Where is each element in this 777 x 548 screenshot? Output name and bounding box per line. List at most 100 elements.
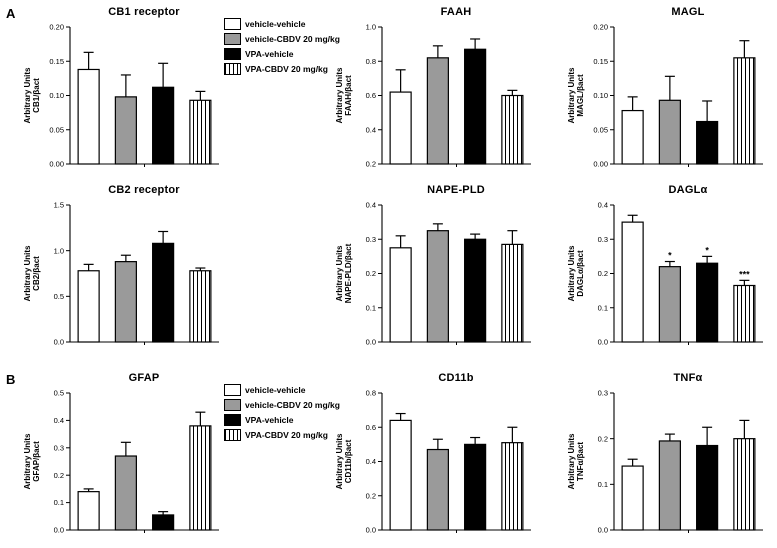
y-tick-label: 0.20 [49, 23, 64, 32]
bar-vehicle-vehicle [389, 91, 412, 165]
legend-label: VPA-vehicle [245, 415, 294, 425]
chart-plot: 0.0 0.5 1.0 1.5 Arbitrary UnitsCB2/βact [23, 201, 219, 347]
y-tick-label: 0.5 [54, 292, 64, 301]
y-tick-label: 0.4 [54, 416, 64, 425]
chart-plot: 0.0 0.1 0.2 0.3 0.4 Arbitrary UnitsDAGLα/βact… [567, 201, 763, 347]
y-tick-label: 0.0 [54, 338, 64, 347]
legend-swatch-black [224, 48, 241, 60]
y-axis-label: Arbitrary UnitsDAGLα/βact [568, 245, 585, 302]
legend-swatch-black [224, 414, 241, 426]
y-tick-label: 0.3 [598, 235, 608, 244]
y-tick-label: 0.2 [598, 269, 608, 278]
bar-vehicle-cbdv-20-mg-kg [658, 440, 681, 531]
legend-swatch-gray [224, 399, 241, 411]
bar-vpa-cbdv-20-mg-kg [501, 442, 524, 531]
chart-faah: FAAH 0.2 0.4 0.6 0.8 1.0 Arbitrary UnitsFAAH/β… [335, 4, 536, 177]
chart-title: GFAP [128, 372, 160, 384]
bar-vpa-cbdv-20-mg-kg [189, 99, 212, 165]
bar-vpa-vehicle [152, 242, 175, 343]
y-tick-label: 0.8 [366, 57, 376, 66]
y-tick-label: 0.00 [49, 160, 64, 169]
legend-item-vehicle-cbdv-20-mg-kg: vehicle-CBDV 20 mg/kg [224, 399, 340, 411]
legend-item-vehicle-vehicle: vehicle-vehicle [224, 18, 336, 30]
legend-item-vpa-cbdv-20-mg-kg: VPA-CBDV 20 mg/kg [224, 63, 336, 75]
legend-swatch-hatch [224, 429, 241, 441]
y-tick-label: 0.4 [366, 457, 376, 466]
chart-magl: MAGL 0.00 0.05 0.10 0.15 0.20 Arbitrary UnitsM… [567, 4, 768, 177]
bar-vpa-vehicle [464, 238, 487, 343]
y-tick-label: 0.1 [366, 303, 376, 312]
y-axis-label: Arbitrary UnitsMAGL/βact [568, 67, 585, 124]
y-axis-label: Arbitrary UnitsCB1/βact [24, 67, 41, 124]
y-tick-label: 0.1 [598, 303, 608, 312]
bar-vpa-cbdv-20-mg-kg [733, 438, 756, 531]
chart-slot-gfap: GFAP 0.0 0.1 0.2 0.3 0.4 0.5 Arbitrary UnitsGFA… [23, 370, 224, 543]
bar-vpa-vehicle [152, 86, 175, 165]
y-axis-label: Arbitrary UnitsCB2/βact [24, 245, 41, 302]
legend-label: VPA-CBDV 20 mg/kg [245, 430, 328, 440]
y-tick-label: 0.8 [366, 389, 376, 398]
panel-b-row: B GFAP 0.0 0.1 0.2 0.3 0.4 0.5 Arbitrary UnitsG… [6, 370, 777, 548]
bar-vehicle-vehicle [621, 109, 644, 165]
bar-vehicle-cbdv-20-mg-kg [114, 261, 137, 343]
legend-item-vpa-vehicle: VPA-vehicle [224, 414, 336, 426]
y-tick-label: 0.2 [366, 491, 376, 500]
y-tick-label: 0.15 [593, 57, 608, 66]
y-tick-label: 0.0 [366, 526, 376, 535]
chart-plot: 0.0 0.2 0.4 0.6 0.8 Arbitrary UnitsCD11b/βact [335, 389, 531, 535]
bar-vehicle-cbdv-20-mg-kg [658, 266, 681, 343]
bar-vpa-vehicle [696, 444, 719, 531]
chart-plot: 0.2 0.4 0.6 0.8 1.0 Arbitrary UnitsFAAH/βact [335, 23, 531, 169]
bar-vpa-cbdv-20-mg-kg [189, 270, 212, 343]
chart-slot-dagl: DAGLα 0.0 0.1 0.2 0.3 0.4 Arbitrary UnitsDAGLα… [567, 182, 772, 355]
legend-slot-a: vehicle-vehicle vehicle-CBDV 20 mg/kg VPA-… [224, 4, 340, 75]
y-tick-label: 0.00 [593, 160, 608, 169]
chart-cb2-receptor: CB2 receptor 0.0 0.5 1.0 1.5 Arbitrary UnitsC… [23, 182, 224, 355]
chart-slot-faah: FAAH 0.2 0.4 0.6 0.8 1.0 Arbitrary UnitsFAAH/β… [335, 4, 554, 177]
legend: vehicle-vehicle vehicle-CBDV 20 mg/kg VPA-… [224, 384, 340, 441]
panel-label-spacer [6, 182, 24, 184]
y-tick-label: 0.05 [593, 125, 608, 134]
legend-swatch-white [224, 384, 241, 396]
y-tick-label: 0.0 [54, 526, 64, 535]
bar-vpa-vehicle [696, 262, 719, 343]
bar-vpa-cbdv-20-mg-kg [189, 425, 212, 531]
y-tick-label: 0.2 [54, 471, 64, 480]
chart-slot-cb2: CB2 receptor 0.0 0.5 1.0 1.5 Arbitrary UnitsC… [23, 182, 224, 355]
y-tick-label: 0.4 [366, 201, 376, 210]
legend-label: VPA-CBDV 20 mg/kg [245, 64, 328, 74]
bar-vpa-cbdv-20-mg-kg [501, 243, 524, 343]
bar-vehicle-vehicle [77, 270, 100, 343]
legend-slot-b: vehicle-vehicle vehicle-CBDV 20 mg/kg VPA-… [224, 370, 340, 441]
chart-slot-cb1: CB1 receptor 0.00 0.05 0.10 0.15 0.20 Arbitrar… [23, 4, 224, 177]
chart-cb1-receptor: CB1 receptor 0.00 0.05 0.10 0.15 0.20 Arbitrar… [23, 4, 224, 177]
chart-cd11b: CD11b 0.0 0.2 0.4 0.6 0.8 Arbitrary UnitsCD11b… [335, 370, 536, 543]
y-tick-label: 0.1 [598, 480, 608, 489]
y-tick-label: 0.3 [54, 443, 64, 452]
panel-a-row-2: CB2 receptor 0.0 0.5 1.0 1.5 Arbitrary UnitsC… [6, 182, 777, 360]
bar-vehicle-vehicle [389, 247, 412, 343]
y-tick-label: 1.5 [54, 201, 64, 210]
panel-label-a: A [6, 6, 16, 21]
y-tick-label: 0.10 [593, 91, 608, 100]
chart-plot: 0.00 0.05 0.10 0.15 0.20 Arbitrary UnitsMAGL/… [567, 23, 763, 169]
y-axis-label: Arbitrary UnitsTNFα/βact [568, 433, 585, 490]
chart-slot-magl: MAGL 0.00 0.05 0.10 0.15 0.20 Arbitrary UnitsM… [567, 4, 772, 177]
chart-plot: 0.0 0.1 0.2 0.3 Arbitrary UnitsTNFα/βact [567, 389, 763, 535]
bar-vehicle-cbdv-20-mg-kg [114, 96, 137, 165]
y-axis-label: Arbitrary UnitsNAPE-PLD/βact [336, 243, 353, 303]
legend-item-vpa-cbdv-20-mg-kg: VPA-CBDV 20 mg/kg [224, 429, 336, 441]
y-tick-label: 0.15 [49, 57, 64, 66]
y-tick-label: 0.05 [49, 125, 64, 134]
legend-item-vpa-vehicle: VPA-vehicle [224, 48, 336, 60]
chart-plot: 0.0 0.1 0.2 0.3 0.4 0.5 Arbitrary UnitsGFAP/βa… [23, 389, 219, 535]
legend-label: VPA-vehicle [245, 49, 294, 59]
panel-a-row-1: A CB1 receptor 0.00 0.05 0.10 0.15 0.20 Arbitr… [6, 4, 777, 182]
y-tick-label: 0.2 [366, 160, 376, 169]
y-axis-label: Arbitrary UnitsCD11b/βact [336, 433, 353, 490]
significance-annotation: * [705, 245, 709, 255]
y-axis-label: Arbitrary UnitsFAAH/βact [336, 67, 353, 124]
bar-vpa-vehicle [464, 48, 487, 165]
y-tick-label: 0.0 [598, 526, 608, 535]
bar-vpa-vehicle [464, 443, 487, 531]
